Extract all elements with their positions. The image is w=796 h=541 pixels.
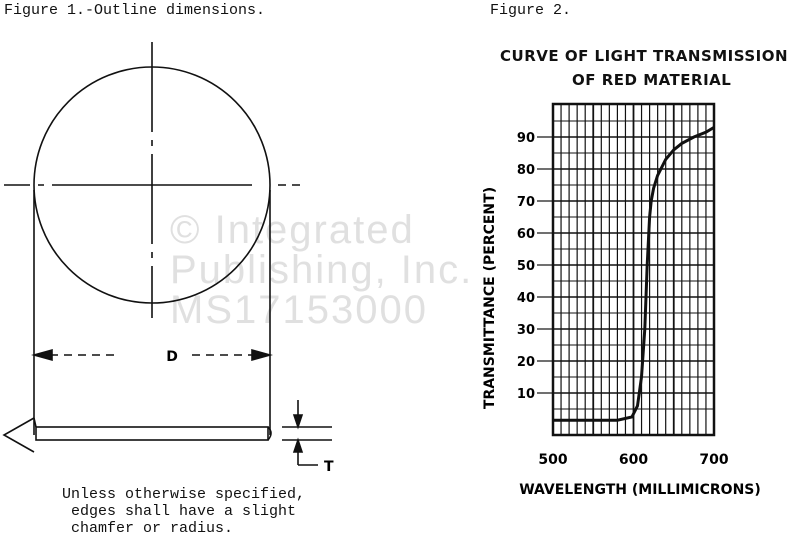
dimension-label-d: D: [166, 349, 178, 365]
x-tick-label: 700: [699, 452, 728, 468]
watermark: © Integrated Publishing, Inc. MS17153000: [170, 208, 474, 332]
chart-grid: [553, 104, 714, 435]
y-tick-label: 80: [517, 163, 535, 178]
dimension-arrow-left: [31, 348, 53, 362]
chart-title-line1: CURVE OF LIGHT TRANSMISSION: [500, 47, 789, 65]
x-axis-label: WAVELENGTH (MILLIMICRONS): [519, 482, 761, 498]
y-tick-label: 50: [517, 259, 535, 274]
y-tick-label: 10: [517, 387, 535, 402]
y-tick-label: 20: [517, 355, 535, 370]
y-tick-label: 70: [517, 195, 535, 210]
dimension-arrow-right: [251, 348, 273, 362]
x-tick-labels: 500 600 700: [538, 452, 728, 468]
disc-edge-right-cap: [267, 426, 272, 441]
y-tick-label: 40: [517, 291, 535, 306]
figure2-title: Figure 2.: [490, 2, 572, 19]
y-tick-label: 60: [517, 227, 535, 242]
dimension-label-t: T: [324, 459, 334, 475]
chamfer-indicator: [2, 417, 35, 453]
disc-edge-view: [35, 426, 269, 441]
x-tick-label: 500: [538, 452, 567, 468]
y-tick-labels: 10 20 30 40 50 60 70 80 90: [517, 131, 553, 402]
edge-note: Unless otherwise specified, edges shall …: [62, 486, 306, 537]
chamfer-leader: [33, 417, 37, 428]
t-arrow-bottom: [292, 437, 304, 453]
transmission-curve: [553, 126, 715, 422]
y-tick-label: 90: [517, 131, 535, 146]
outline-drawing: [2, 42, 332, 466]
x-tick-label: 600: [619, 452, 648, 468]
y-tick-label: 30: [517, 323, 535, 338]
plot-frame: [551, 102, 716, 437]
figure1-title: Figure 1.-Outline dimensions.: [4, 2, 266, 19]
t-arrow-top: [292, 414, 304, 430]
y-axis-label: TRANSMITTANCE (PERCENT): [482, 187, 498, 409]
chart-title-line2: OF RED MATERIAL: [572, 71, 732, 89]
